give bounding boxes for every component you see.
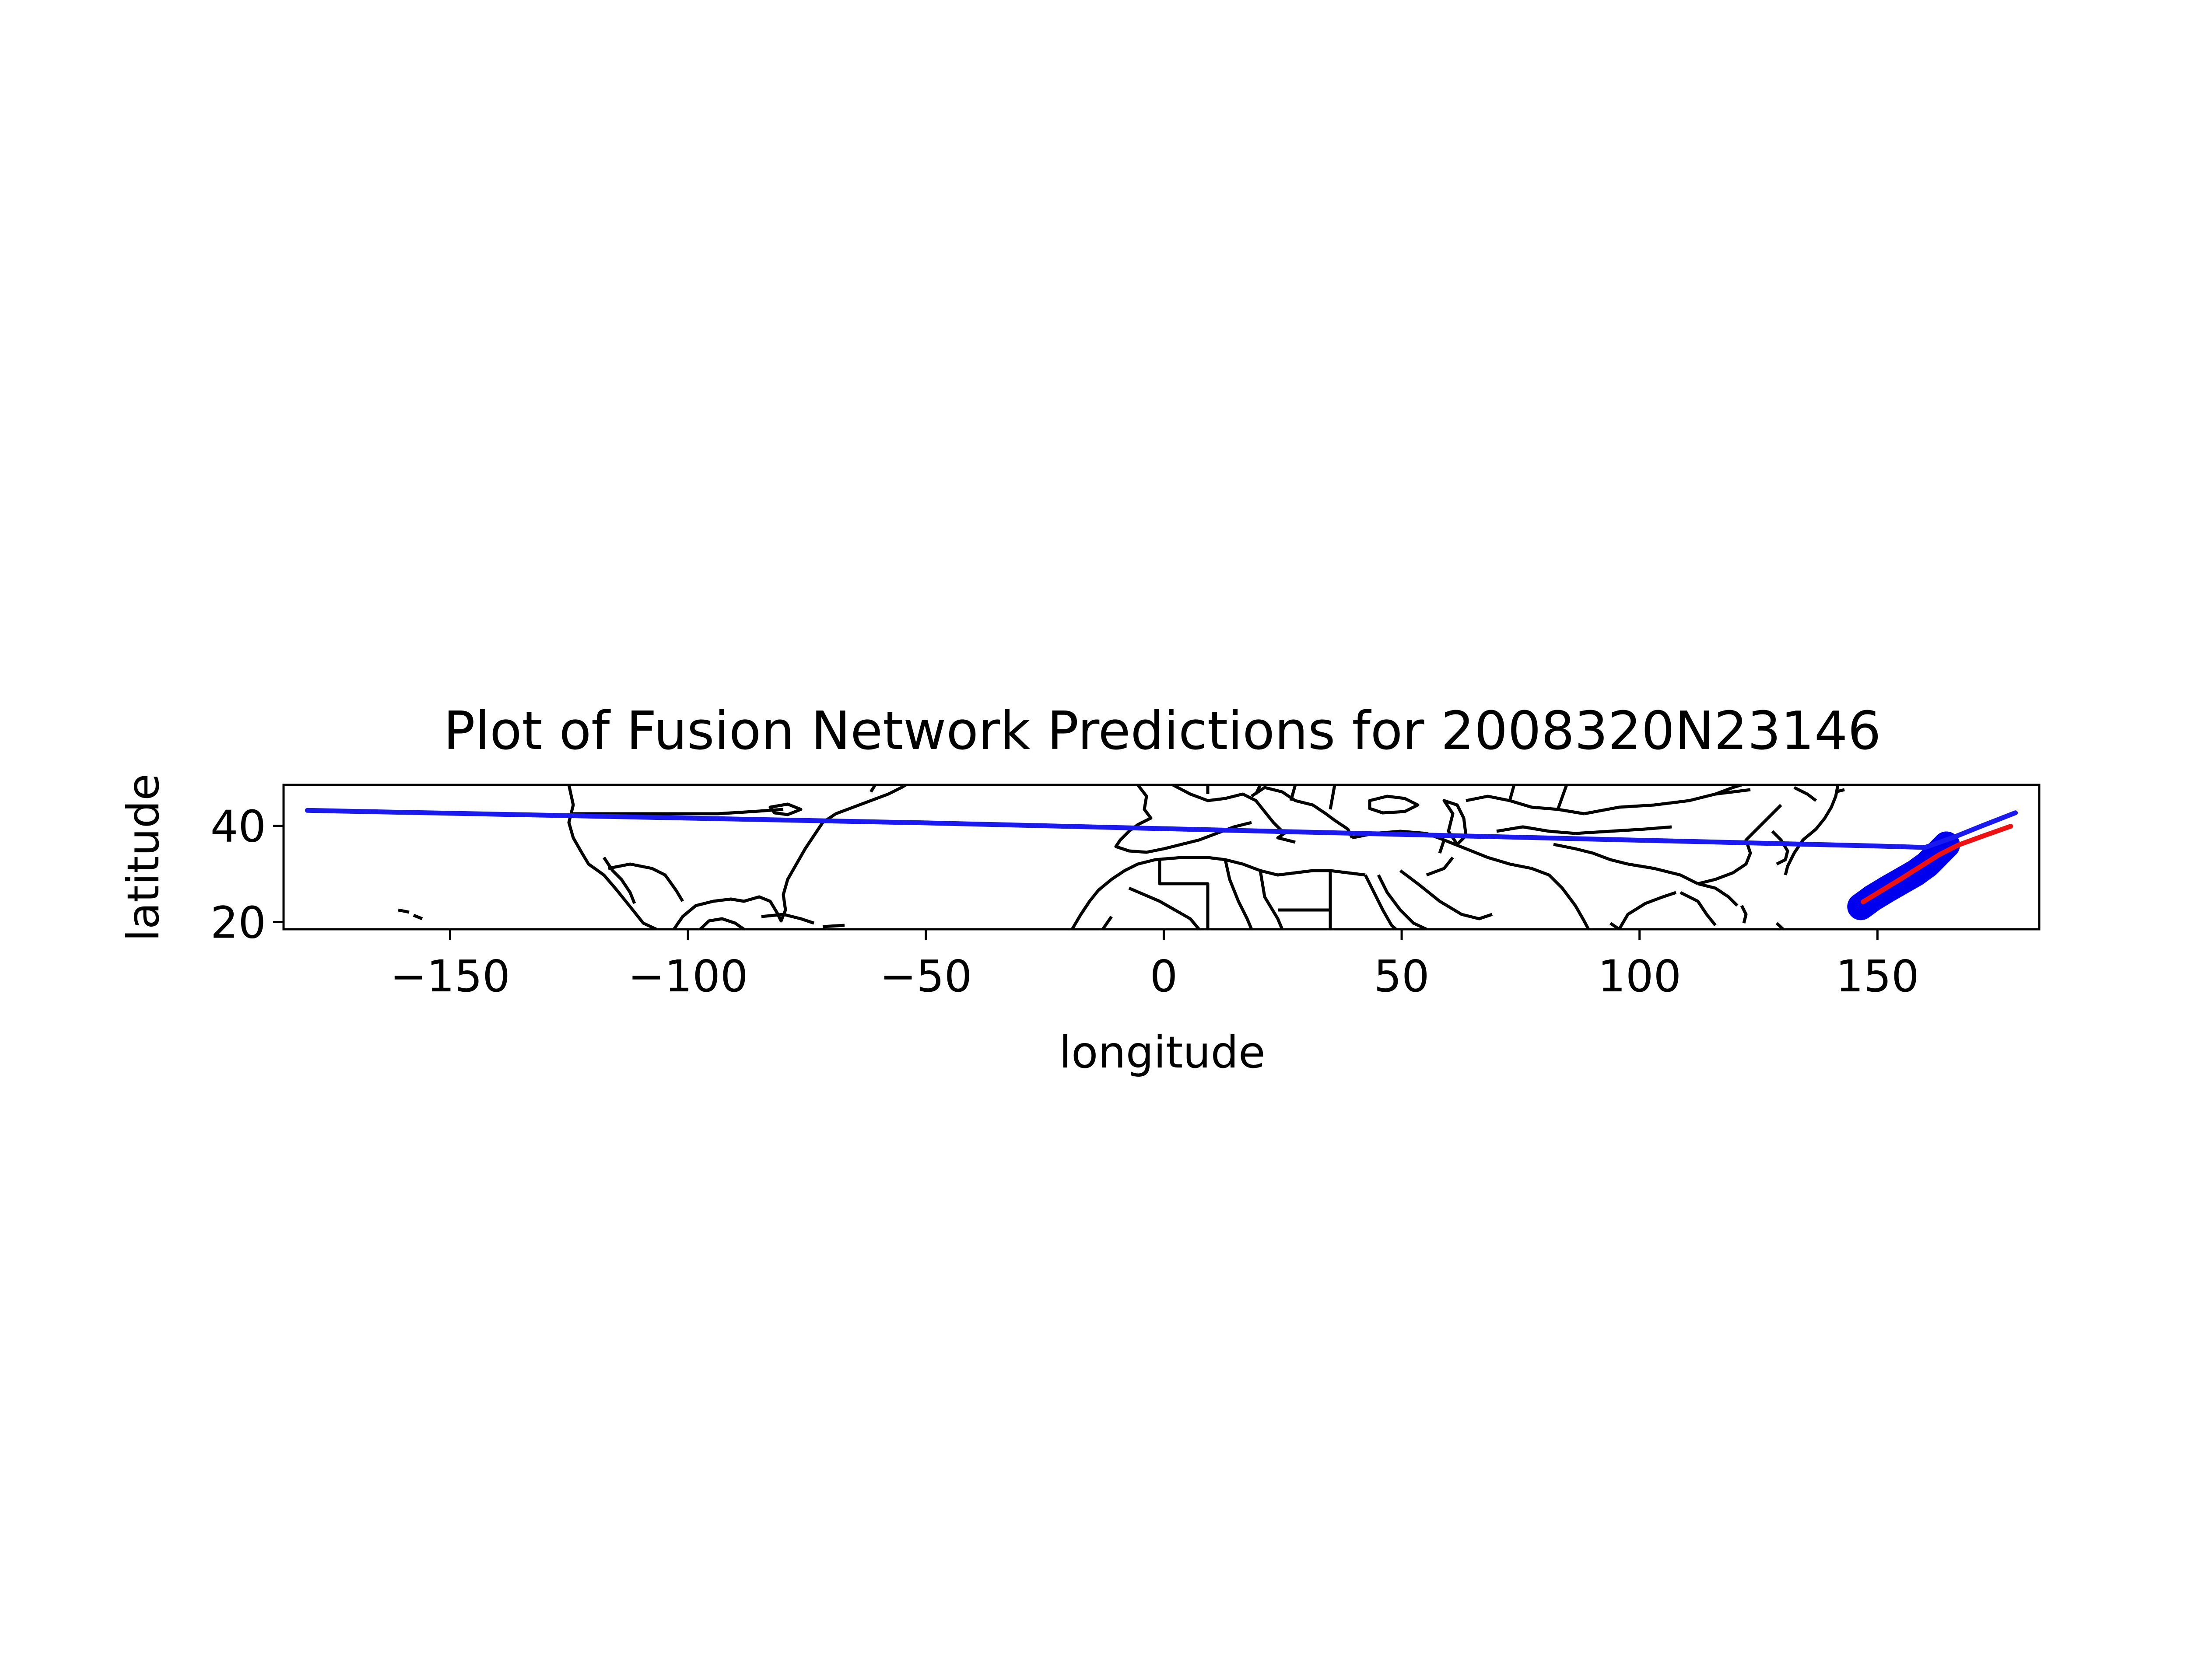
x-tick-label: 100 bbox=[1598, 951, 1681, 1002]
series-layer bbox=[305, 808, 2018, 920]
basemap-coastlines bbox=[398, 785, 1845, 929]
x-axis-label: longitude bbox=[1059, 1027, 1265, 1078]
y-tick-label: 40 bbox=[210, 801, 266, 852]
x-tick-label: −150 bbox=[390, 951, 510, 1002]
x-tick-label: 50 bbox=[1374, 951, 1429, 1002]
x-tick-label: 150 bbox=[1836, 951, 1919, 1002]
plot-frame bbox=[282, 784, 2041, 931]
x-tick-label: −100 bbox=[628, 951, 748, 1002]
y-tick-label: 20 bbox=[210, 897, 266, 948]
x-axis-ticks: −150 −100 −50 0 50 100 150 bbox=[390, 929, 1919, 1002]
series-line-1 bbox=[305, 808, 1928, 850]
x-tick-label: 0 bbox=[1150, 951, 1178, 1002]
series-line-3 bbox=[1861, 824, 2013, 904]
x-tick-label: −50 bbox=[880, 951, 972, 1002]
chart-title: Plot of Fusion Network Predictions for 2… bbox=[443, 701, 1881, 762]
series-line-2 bbox=[1922, 810, 2018, 850]
y-axis-label: latitude bbox=[118, 774, 169, 942]
